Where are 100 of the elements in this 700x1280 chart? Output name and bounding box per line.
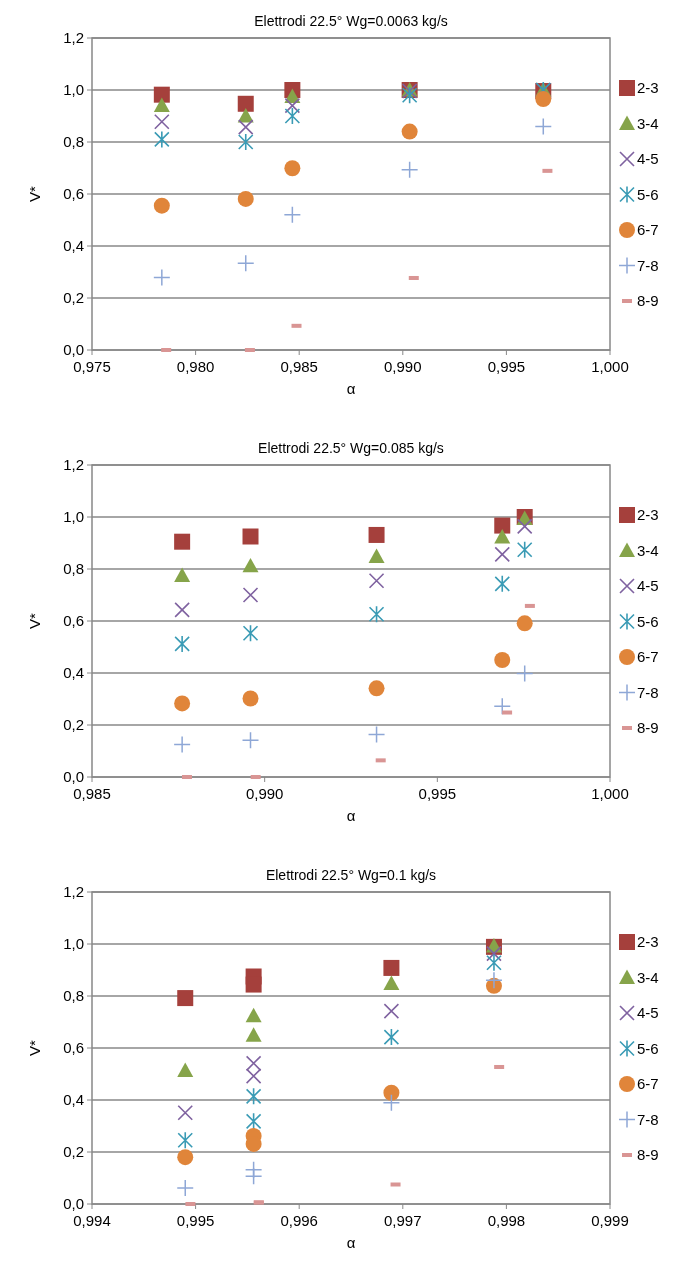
point [400, 161, 419, 179]
y-tick-label: 0,8 [63, 133, 84, 150]
point [242, 690, 259, 707]
point [177, 1062, 194, 1078]
point [173, 735, 191, 754]
point [245, 976, 262, 993]
y-tick-label: 0,4 [63, 664, 84, 681]
y-tick-label: 0,2 [63, 716, 84, 733]
point [535, 91, 552, 108]
point [237, 119, 254, 135]
legend-label: 3-4 [637, 114, 659, 132]
point [245, 1112, 262, 1131]
point [383, 975, 400, 990]
legend-label: 6-7 [637, 648, 659, 665]
point [367, 725, 386, 744]
y-tick-label: 1,0 [63, 508, 84, 525]
chart-title: Elettrodi 22.5° Wg=0.1 kg/s [265, 867, 437, 883]
point [516, 540, 533, 559]
legend-label: 8-9 [637, 719, 659, 736]
legend-label: 3-4 [637, 541, 659, 559]
x-tick-label: 0,995 [176, 1212, 215, 1229]
y-tick-label: 0,6 [63, 185, 84, 202]
point [242, 528, 259, 545]
point [401, 123, 418, 140]
point [174, 533, 191, 550]
y-axis-title: V* [26, 612, 43, 629]
y-tick-label: 0,8 [63, 560, 84, 577]
y-tick-label: 1,0 [63, 935, 84, 952]
point [245, 1087, 262, 1106]
point [154, 130, 170, 149]
point [534, 117, 553, 136]
point [368, 548, 385, 563]
legend-label: 2-3 [637, 506, 659, 523]
x-tick-label: 0,994 [73, 1212, 111, 1229]
legend-label: 6-7 [637, 221, 659, 238]
point [368, 605, 385, 624]
x-tick-label: 0,990 [245, 785, 284, 802]
x-tick-label: 1,000 [591, 785, 629, 802]
point [237, 133, 254, 151]
legend-label: 5-6 [637, 1039, 659, 1057]
point [174, 635, 190, 653]
chart-title: Elettrodi 22.5° Wg=0.0063 kg/s [254, 13, 448, 29]
point [284, 97, 301, 114]
point [153, 86, 170, 103]
point [177, 1149, 194, 1166]
point [515, 664, 534, 683]
x-tick-label: 0,985 [280, 358, 318, 375]
point [494, 529, 511, 544]
x-tick-label: 0,985 [73, 785, 111, 802]
y-axis-title: V* [26, 1039, 43, 1056]
legend-label: 2-3 [637, 933, 659, 950]
y-tick-label: 0,0 [63, 1195, 84, 1212]
point [244, 1167, 263, 1185]
y-tick-label: 0,4 [63, 1091, 84, 1108]
x-tick-label: 0,990 [384, 358, 422, 375]
point [383, 1084, 400, 1101]
x-tick-label: 0,996 [280, 1212, 318, 1229]
y-tick-label: 0,0 [63, 341, 84, 358]
point [245, 1068, 262, 1084]
point [153, 97, 170, 112]
point [368, 680, 385, 697]
point [383, 959, 400, 976]
y-tick-label: 1,2 [63, 29, 84, 46]
legend-label: 4-5 [637, 1004, 659, 1021]
x-axis-title: α [346, 807, 356, 824]
point [237, 95, 254, 112]
legend-label: 7-8 [637, 1110, 659, 1128]
point [383, 1028, 400, 1046]
legend-label: 3-4 [637, 968, 659, 986]
legend-label: 7-8 [637, 683, 659, 701]
point [176, 1179, 194, 1197]
y-tick-label: 0,8 [63, 987, 84, 1004]
point [283, 206, 302, 224]
point [241, 731, 260, 750]
point [516, 615, 533, 632]
x-axis-title: α [346, 380, 356, 397]
x-tick-label: 0,995 [418, 785, 457, 802]
y-tick-label: 1,0 [63, 81, 84, 98]
point [174, 602, 190, 618]
x-tick-label: 0,999 [591, 1212, 629, 1229]
point [245, 1027, 262, 1042]
point [494, 652, 511, 668]
y-axis-title: V* [26, 185, 43, 202]
point [174, 695, 191, 712]
legend-label: 7-8 [637, 256, 659, 274]
legend-label: 5-6 [637, 612, 659, 630]
point [284, 107, 301, 125]
point [485, 971, 503, 989]
y-tick-label: 0,2 [63, 289, 84, 306]
x-tick-label: 0,998 [487, 1212, 526, 1229]
x-tick-label: 0,975 [73, 358, 111, 375]
legend-label: 5-6 [637, 185, 659, 203]
point [154, 113, 170, 130]
x-tick-label: 0,995 [487, 358, 526, 375]
y-tick-label: 0,0 [63, 768, 84, 785]
point [245, 1007, 262, 1023]
point [368, 572, 385, 589]
y-tick-label: 1,2 [63, 883, 84, 900]
y-tick-label: 0,6 [63, 1039, 84, 1056]
point [242, 587, 259, 603]
